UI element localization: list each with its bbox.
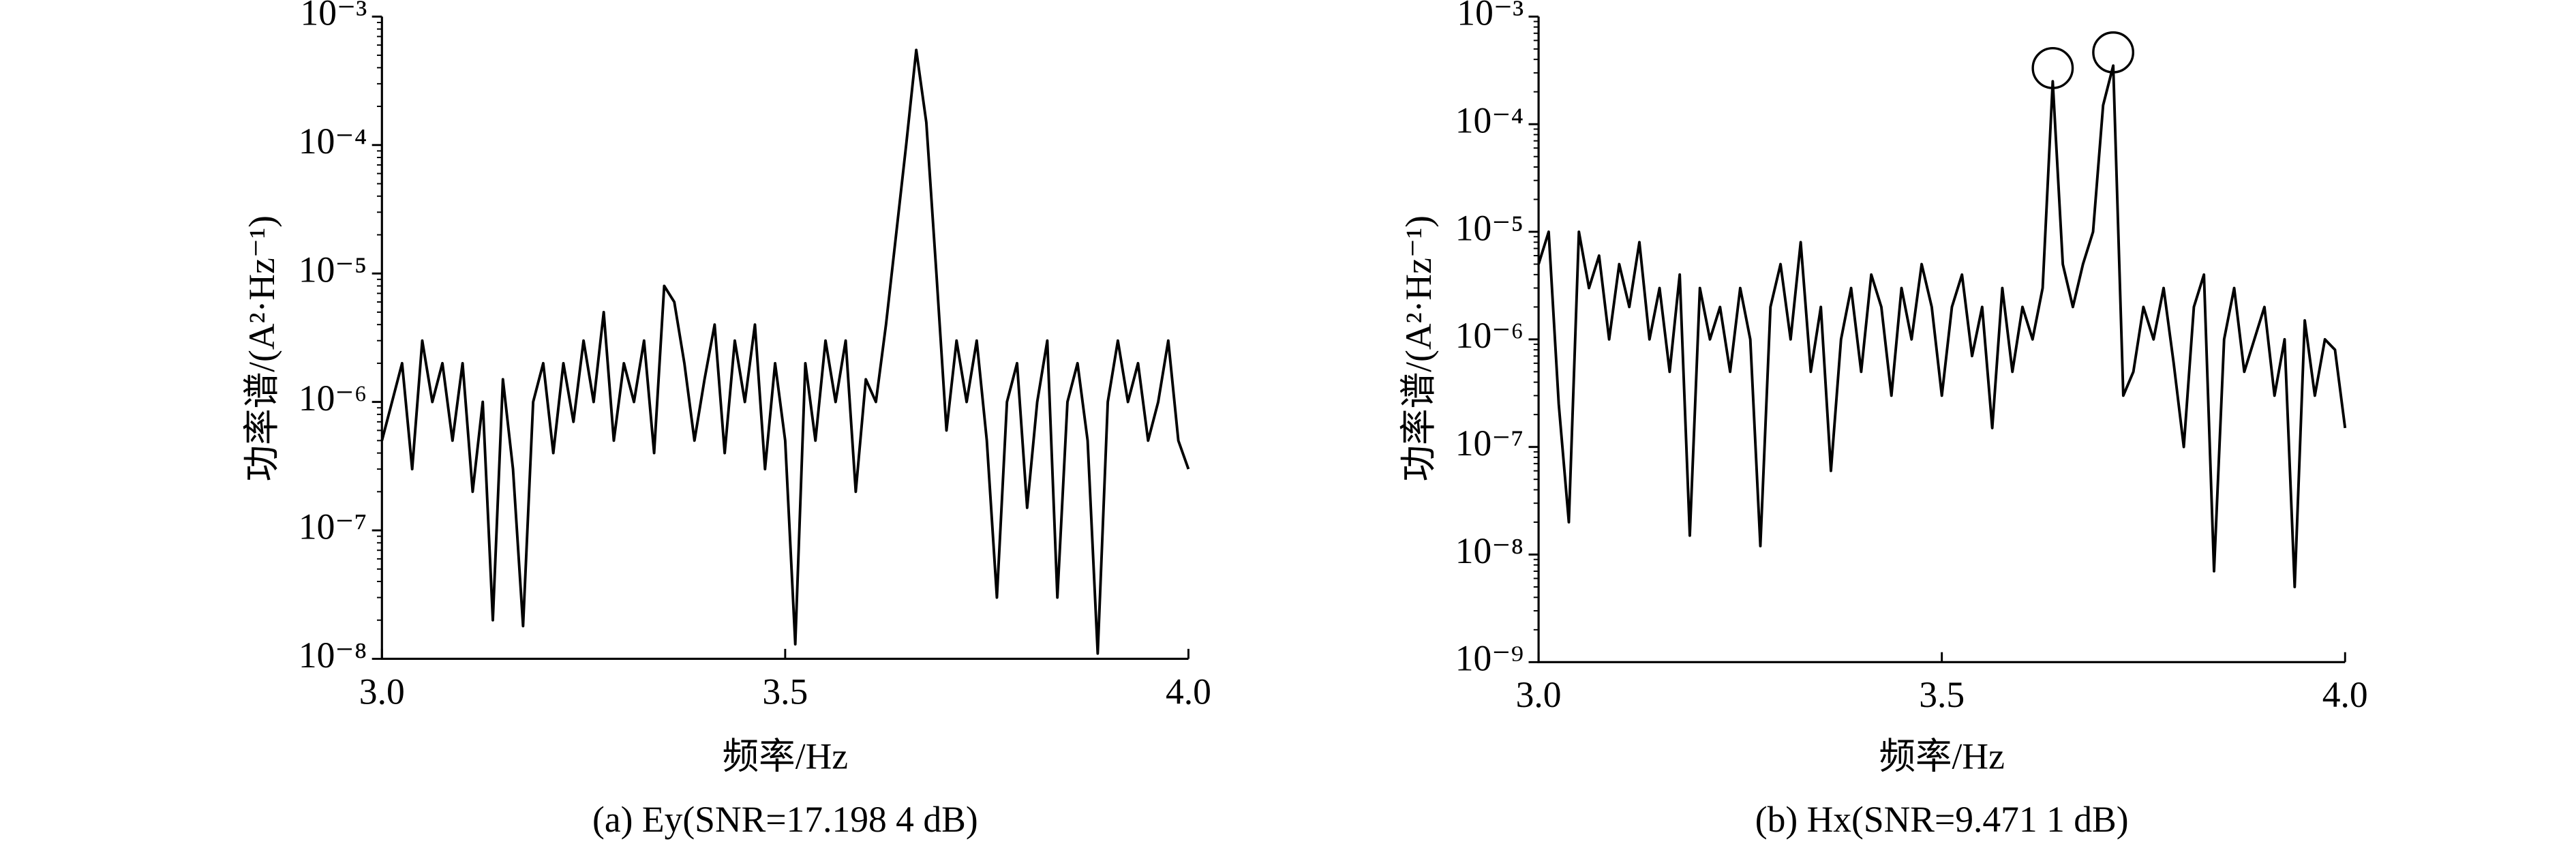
y-tick-label: 10⁻⁶ [299,378,367,419]
peak-circle [2031,46,2074,89]
x-axis-label: 频率/Hz [1879,736,2004,776]
peak-circle [2092,31,2135,74]
y-tick-label: 10⁻⁷ [1455,423,1524,464]
x-tick-label: 3.5 [1919,674,1965,715]
y-tick-label: 10⁻⁸ [1455,530,1524,571]
y-axis-label: 功率谱/(A²·Hz⁻¹) [1398,215,1439,482]
x-tick-label: 4.0 [1166,671,1211,712]
x-tick-label: 4.0 [2322,674,2368,715]
x-tick-label: 3.0 [359,671,405,712]
y-tick-label: 10⁻⁴ [299,121,367,162]
x-axis-label: 频率/Hz [723,736,848,776]
x-tick-label: 3.5 [762,671,808,712]
y-tick-label: 10⁻⁵ [1455,207,1524,248]
y-tick-label: 10⁻⁷ [299,506,367,547]
spectrum-line [1537,64,2347,588]
spectrum-line [380,48,1190,655]
y-tick-label: 10⁻⁶ [1455,315,1524,356]
axes [380,16,1189,661]
y-tick-label: 10⁻⁵ [299,249,367,290]
y-tick-label: 10⁻⁴ [1455,100,1524,140]
x-tick-label: 3.0 [1516,674,1562,715]
y-tick-label: 10⁻⁸ [299,635,367,676]
y-axis-label: 功率谱/(A²·Hz⁻¹) [241,215,282,482]
y-tick-label: 10⁻³ [301,0,367,33]
y-tick-label: 10⁻³ [1457,0,1524,33]
y-tick-label: 10⁻⁹ [1455,638,1524,679]
caption: (b) Hx(SNR=9.471 1 dB) [1755,799,2129,840]
caption: (a) Ey(SNR=17.198 4 dB) [592,799,978,840]
